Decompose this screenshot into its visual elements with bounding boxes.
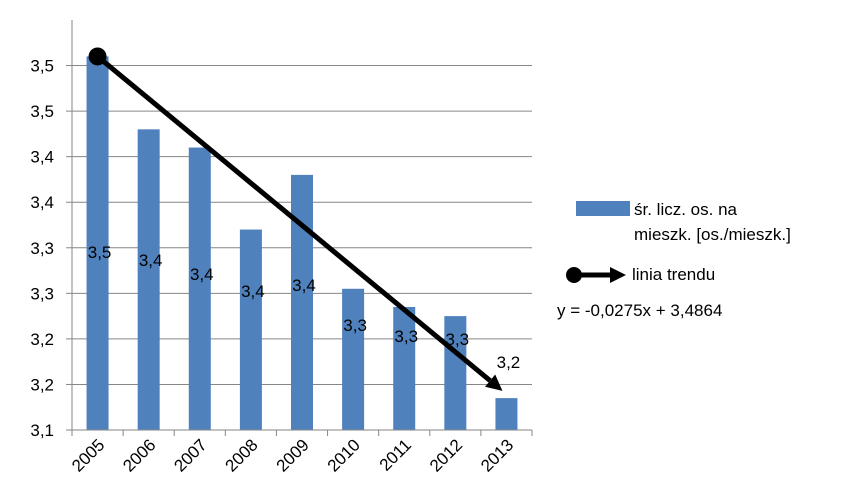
y-tick-label: 3,5: [30, 57, 54, 76]
data-label-2010: 3,3: [343, 316, 367, 335]
y-tick-label: 3,2: [30, 330, 54, 349]
y-tick-label: 3,4: [30, 193, 54, 212]
bar-2011: [393, 307, 416, 430]
trend-start-marker: [88, 47, 107, 66]
x-tick-label: 2006: [119, 435, 159, 475]
x-tick-label: 2012: [426, 435, 466, 475]
bars: [86, 56, 518, 431]
trend-line: [88, 47, 503, 391]
x-tick-label: 2005: [68, 435, 108, 475]
data-labels: 3,5 3,4 3,4 3,4 3,4 3,3 3,3 3,3 3,2: [88, 243, 521, 372]
y-tick-label: 3,1: [30, 421, 54, 440]
y-axis: 3,1 3,2 3,2 3,3 3,3 3,4 3,4 3,5 3,5: [30, 20, 73, 440]
trend-line-path: [95, 54, 492, 383]
bar-2010: [342, 288, 365, 430]
y-tick-label: 3,3: [30, 284, 54, 303]
data-label-2006: 3,4: [139, 251, 163, 270]
data-label-2013: 3,2: [497, 353, 521, 372]
bar-2007: [188, 147, 211, 431]
legend-bar-swatch: [576, 201, 630, 216]
trend-equation: y = -0,0275x + 3,4864: [557, 301, 722, 320]
data-label-2007: 3,4: [190, 265, 214, 284]
y-tick-label: 3,3: [30, 239, 54, 258]
x-tick-label: 2008: [222, 435, 262, 475]
bar-2009: [291, 174, 313, 430]
bar-2013: [495, 398, 518, 430]
data-label-2008: 3,4: [241, 282, 265, 301]
y-tick-label: 3,2: [30, 375, 54, 394]
data-label-2012: 3,3: [446, 330, 470, 349]
legend: śr. licz. os. na mieszk. [os./mieszk.] l…: [557, 200, 791, 320]
x-tick-label: 2011: [376, 435, 415, 474]
x-tick-label: 2009: [273, 435, 313, 475]
y-tick-label: 3,4: [30, 148, 54, 167]
bar-2008: [239, 229, 262, 430]
trend-arrowhead: [485, 374, 503, 391]
data-label-2005: 3,5: [88, 243, 112, 262]
legend-bar-label-line2: mieszk. [os./mieszk.]: [634, 225, 791, 244]
legend-trend-label: linia trendu: [632, 265, 715, 284]
x-tick-label: 2007: [170, 435, 210, 475]
y-tick-label: 3,5: [30, 102, 54, 121]
legend-trend-arrowhead: [610, 267, 626, 283]
data-label-2011: 3,3: [394, 327, 418, 346]
bar-2006: [137, 129, 160, 431]
bar-2005: [86, 56, 109, 430]
x-tick-label: 2010: [324, 435, 364, 475]
legend-bar-label-line1: śr. licz. os. na: [634, 200, 738, 219]
data-label-2009: 3,4: [292, 276, 316, 295]
x-axis: 2005 2006 2007 2008 2009 2010 2011 2012 2013: [68, 429, 533, 476]
x-tick-label: 2013: [477, 435, 517, 475]
